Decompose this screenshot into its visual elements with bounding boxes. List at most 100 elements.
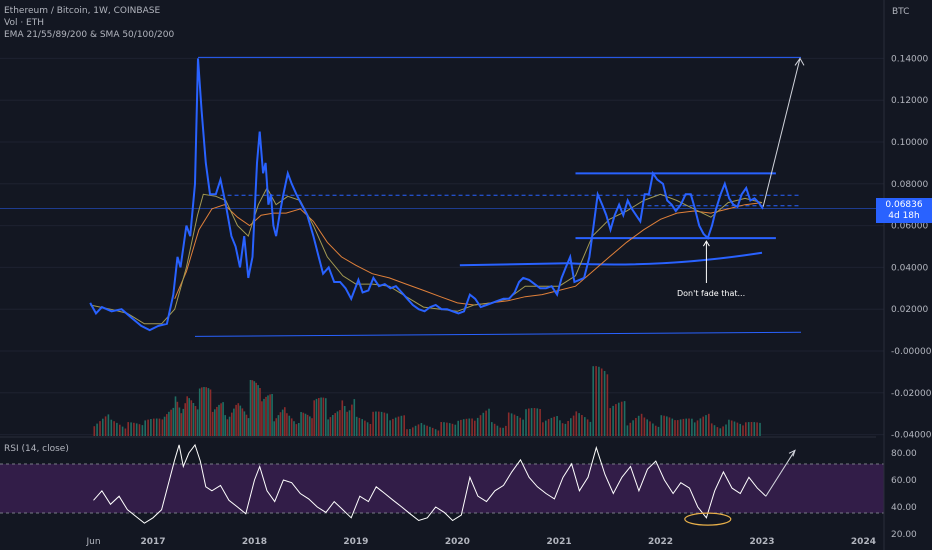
volume-bar [716, 427, 719, 436]
last-price-value: 0.06836 [885, 200, 923, 210]
volume-bar [759, 422, 761, 436]
volume-bar [522, 419, 524, 436]
volume-bar [269, 394, 271, 436]
rsi-tick-label: 20.00 [891, 530, 917, 540]
volume-bar [251, 380, 254, 436]
volume-bar [615, 404, 617, 436]
volume-bar [632, 420, 634, 436]
volume-bar [247, 418, 250, 436]
volume-bar [564, 423, 567, 436]
rsi-tick-label: 60.00 [891, 476, 917, 486]
volume-bar [284, 407, 286, 436]
time-axis[interactable]: Jun 2017 2018 2019 2020 2021 2022 2023 2024 [85, 537, 875, 547]
volume-bar [488, 408, 490, 436]
volume-bar [281, 409, 284, 436]
volume-bar [141, 425, 144, 436]
volume-bar [180, 413, 183, 436]
volume-bar [429, 426, 431, 436]
volume-bar [539, 409, 541, 436]
volume-bar [688, 418, 690, 436]
volume-bar [491, 422, 493, 436]
volume-bar [725, 424, 727, 436]
volume-bar [668, 417, 671, 436]
ma-legend[interactable]: EMA 21/55/89/200 & SMA 50/100/200 [4, 30, 175, 40]
volume-bar [730, 420, 733, 436]
volume-bar [696, 420, 699, 436]
symbol-legend[interactable]: Ethereum / Bitcoin, 1W, COINBASE Vol · E… [4, 5, 174, 41]
volume-bar [121, 426, 124, 436]
volume-bar [332, 415, 334, 436]
volume-bar [188, 398, 190, 436]
volume-bar [699, 418, 702, 436]
volume-bar [271, 394, 273, 436]
volume-bar [257, 385, 259, 436]
volume-bar [572, 415, 575, 436]
volume-bar [753, 422, 756, 436]
volume-bar [736, 422, 739, 436]
curve-support-b[interactable] [567, 251, 763, 266]
volume-bar [471, 418, 473, 436]
rsi-legend[interactable]: RSI (14, close) [4, 444, 69, 454]
volume-bar [575, 411, 578, 436]
price-axis-currency: BTC [892, 7, 909, 17]
lower-channel-line[interactable] [194, 331, 802, 337]
price-axis[interactable]: 0.14000 0.12000 0.10000 0.08000 0.06000 0.040… [891, 54, 932, 440]
volume-bar [747, 422, 750, 436]
time-tick-label: 2019 [343, 537, 368, 547]
volume-bars [93, 366, 761, 436]
volume-bar [178, 407, 181, 436]
volume-bar [158, 418, 161, 436]
curve-support-a[interactable] [459, 262, 568, 267]
volume-bar [609, 408, 611, 436]
volume-bar [446, 422, 448, 436]
volume-bar [674, 420, 676, 436]
price-tick-label: -0.00000 [891, 347, 932, 357]
volume-bar [309, 416, 311, 436]
volume-bar [239, 405, 242, 436]
volume-bar [702, 416, 704, 436]
volume-legend[interactable]: Vol · ETH [4, 18, 44, 28]
volume-bar [448, 423, 451, 436]
rsi-drawings[interactable] [684, 449, 796, 526]
volume-bar [231, 412, 233, 436]
volume-bar [295, 424, 298, 436]
volume-bar [530, 408, 533, 436]
time-tick-label: 2022 [648, 537, 673, 547]
volume-bar [184, 403, 186, 436]
volume-bar [528, 408, 530, 436]
volume-bar [513, 414, 516, 436]
volume-bar [218, 404, 220, 436]
volume-bar [286, 413, 288, 436]
volume-bar [96, 423, 98, 436]
symbol-title[interactable]: Ethereum / Bitcoin, 1W, COINBASE [4, 6, 161, 16]
rsi-tick-label: 40.00 [891, 503, 917, 513]
rsi-line [93, 443, 767, 524]
volume-bar [182, 408, 185, 436]
volume-bar [235, 404, 237, 436]
volume-bar [279, 412, 282, 436]
volume-bar [216, 406, 218, 436]
projection-arrow-line[interactable] [762, 58, 801, 207]
volume-bar [629, 422, 632, 436]
volume-bar [409, 429, 411, 436]
time-tick-label: 2020 [445, 537, 470, 547]
volume-bar [233, 408, 235, 436]
rsi-axis[interactable]: 80.00 60.00 40.00 20.00 [891, 449, 917, 540]
volume-bar [646, 419, 648, 436]
rsi-oversold-circle[interactable] [684, 512, 732, 526]
volume-bar [214, 409, 216, 436]
volume-bar [640, 413, 643, 436]
volume-bar [261, 401, 263, 436]
volume-bar [353, 399, 356, 436]
rsi-projection-line[interactable] [765, 450, 796, 497]
trend-drawings[interactable] [0, 56, 884, 337]
volume-bar [176, 401, 179, 436]
volume-bar [536, 408, 539, 436]
volume-bar [643, 417, 646, 436]
volume-bar [237, 403, 240, 436]
volume-bar [600, 368, 603, 436]
volume-bar [666, 416, 668, 436]
volume-bar [584, 417, 586, 436]
volume-bar [414, 425, 417, 436]
